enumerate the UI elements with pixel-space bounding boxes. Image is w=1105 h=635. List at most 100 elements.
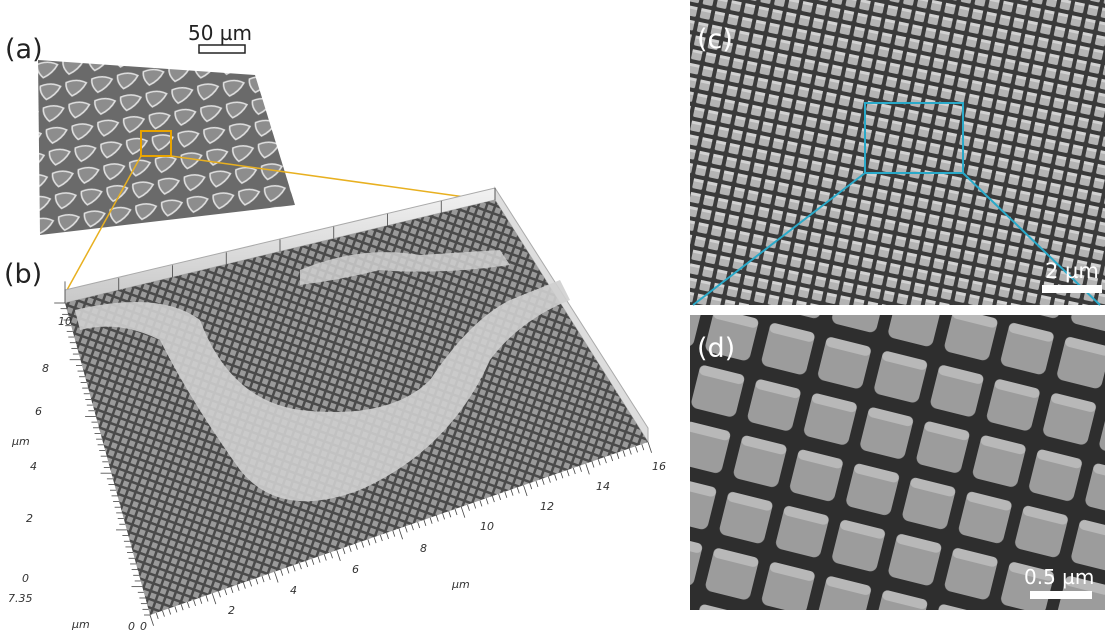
tick-mark <box>455 509 457 515</box>
tick-mark <box>474 503 476 509</box>
tick-mark <box>393 531 395 537</box>
tick-mark <box>368 539 370 545</box>
panel-label: (d) <box>697 333 735 364</box>
tick-mark <box>281 570 283 576</box>
tick-mark <box>206 596 208 602</box>
tick-mark <box>524 485 528 496</box>
tick-mark <box>573 468 575 474</box>
tick-mark <box>324 554 326 560</box>
scale-bar <box>199 45 245 53</box>
tick-mark <box>629 448 631 454</box>
tick-mark <box>555 474 557 480</box>
axis-unit: µm <box>71 618 90 631</box>
tick-mark <box>337 550 341 561</box>
tick-mark <box>212 593 216 604</box>
tick-mark <box>399 529 403 540</box>
tick-mark <box>642 444 644 450</box>
tick-mark <box>648 442 652 453</box>
tick-mark <box>617 453 619 459</box>
tick-mark <box>467 505 469 511</box>
tick-mark <box>218 591 220 597</box>
scale-label: 50 µm <box>188 21 252 45</box>
tick-mark <box>162 611 164 617</box>
tick-mark <box>636 446 638 452</box>
tick-mark <box>411 524 413 530</box>
panel-b: (b) 10 8 6 4 2 0 µm 7.35 0 µm 0 2 4 6 8 … <box>4 188 666 633</box>
tick-label: 0 <box>140 620 147 633</box>
tick-mark <box>480 500 482 506</box>
tick-mark <box>517 487 519 493</box>
tick-mark <box>536 481 538 487</box>
tick-mark <box>275 572 279 583</box>
sem-image-a <box>38 60 295 235</box>
tick-label: 12 <box>540 500 554 513</box>
tick-mark <box>312 559 314 565</box>
tick-label: 0 <box>128 620 135 633</box>
tick-label: 2 <box>26 512 33 525</box>
tick-mark <box>262 576 264 582</box>
tick-mark <box>586 464 590 475</box>
tick-mark <box>362 541 364 547</box>
tick-mark <box>237 585 239 591</box>
tick-mark <box>580 466 582 472</box>
tick-mark <box>604 457 606 463</box>
tick-mark <box>542 479 544 485</box>
tick-mark <box>355 544 357 550</box>
panel-label: (b) <box>4 259 42 290</box>
panel-c: 2 µm (c) <box>690 0 1105 305</box>
tick-label: 6 <box>352 563 359 576</box>
tick-mark <box>374 537 376 543</box>
tick-mark <box>293 565 295 571</box>
tick-mark <box>424 520 426 526</box>
tick-mark <box>243 583 245 589</box>
tick-label: 14 <box>596 480 610 493</box>
tick-label: 6 <box>35 405 42 418</box>
tick-mark <box>461 507 465 518</box>
tick-mark <box>567 470 569 476</box>
tick-mark <box>598 459 600 465</box>
tick-mark <box>436 516 438 522</box>
scale-label: 0.5 µm <box>1024 565 1094 589</box>
tick-mark <box>349 546 351 552</box>
tick-mark <box>175 606 177 612</box>
tick-mark <box>225 589 227 595</box>
tick-mark <box>250 580 252 586</box>
tick-mark <box>299 563 301 569</box>
axis-unit: µm <box>11 435 30 448</box>
panel-label: (c) <box>697 24 733 55</box>
tick-label: 4 <box>30 460 37 473</box>
tick-mark <box>331 552 333 558</box>
tick-mark <box>486 498 488 504</box>
tick-mark <box>318 557 320 563</box>
tick-label: 7.35 <box>8 592 33 605</box>
tick-mark <box>430 518 432 524</box>
tick-mark <box>561 472 563 478</box>
tick-mark <box>150 615 154 626</box>
panel-label: (a) <box>5 34 43 65</box>
tick-mark <box>231 587 233 593</box>
tick-mark <box>611 455 613 461</box>
tick-label: 10 <box>58 315 72 328</box>
tick-label: 8 <box>42 362 49 375</box>
panel-d: 0.5 µm (d) <box>690 315 1105 610</box>
tick-mark <box>256 578 258 584</box>
tick-mark <box>169 609 171 615</box>
tick-mark <box>268 574 270 580</box>
tick-mark <box>405 526 407 532</box>
tick-mark <box>623 451 625 457</box>
scale-label: 2 µm <box>1045 259 1099 283</box>
axis-unit: µm <box>451 578 470 591</box>
tick-mark <box>505 492 507 498</box>
tick-mark <box>548 477 550 483</box>
tick-label: 10 <box>480 520 494 533</box>
tick-mark <box>194 600 196 606</box>
tick-mark <box>511 490 513 496</box>
tick-mark <box>380 535 382 541</box>
scale-bar <box>1042 285 1102 293</box>
tick-mark <box>418 522 420 528</box>
tick-mark <box>499 494 501 500</box>
tick-label: 16 <box>652 460 666 473</box>
tick-label: 0 <box>22 572 29 585</box>
tick-mark <box>443 513 445 519</box>
tick-mark <box>449 511 451 517</box>
